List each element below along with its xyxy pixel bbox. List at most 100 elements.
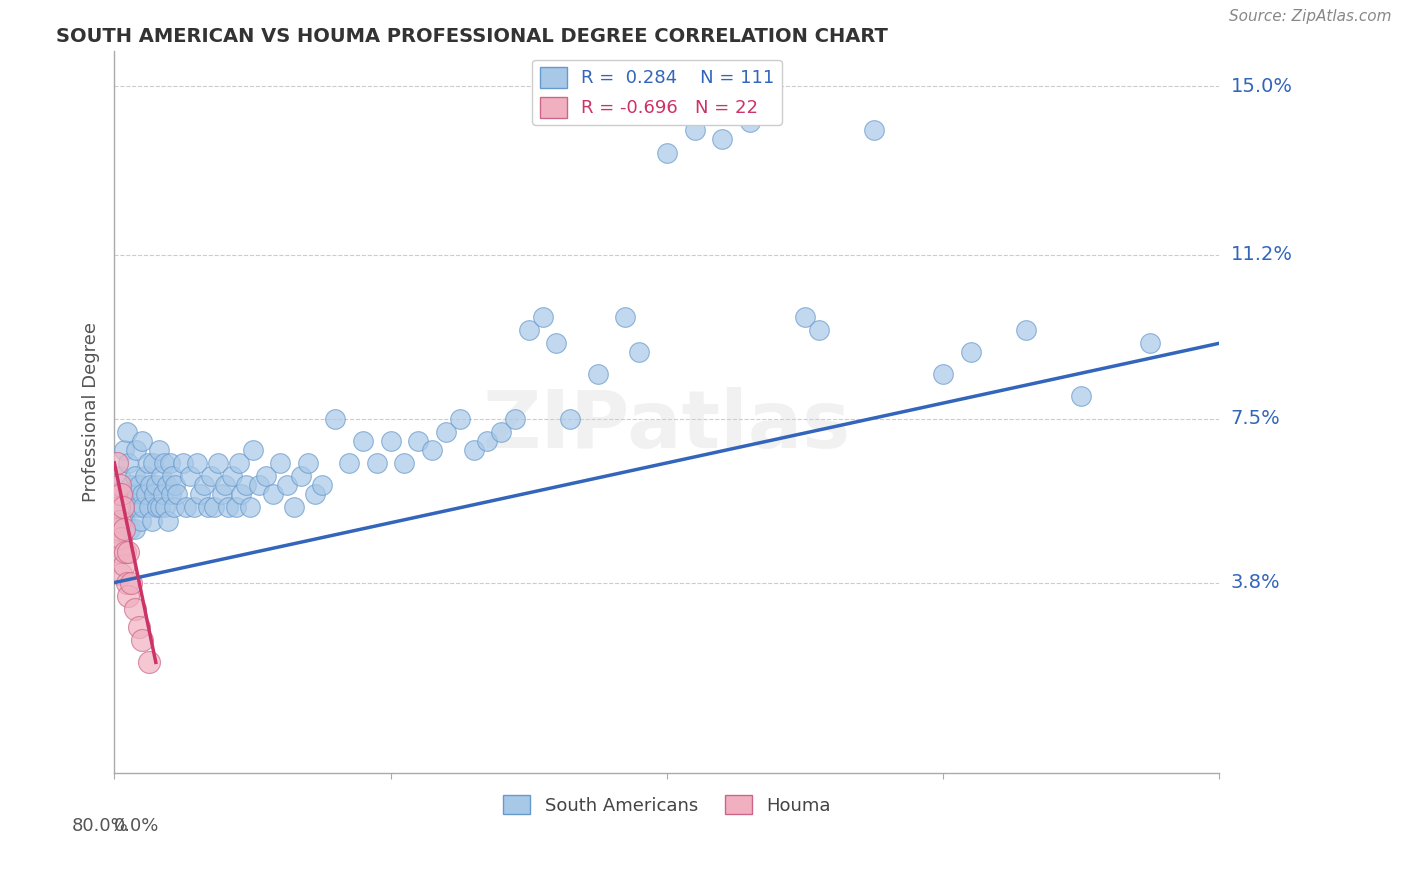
Point [463, 442, 485, 457]
Point [863, 123, 886, 137]
Text: 3.8%: 3.8% [1230, 573, 1281, 592]
Point [311, 478, 333, 492]
Point [108, 514, 131, 528]
Point [110, 531, 132, 545]
Point [628, 345, 651, 359]
Point [114, 544, 136, 558]
Point [128, 620, 150, 634]
Point [352, 434, 374, 448]
Point [188, 487, 211, 501]
Point [202, 500, 225, 515]
Point [152, 487, 174, 501]
Point [297, 456, 319, 470]
Point [153, 456, 176, 470]
Point [235, 478, 257, 492]
Point [477, 434, 499, 448]
Point [517, 323, 540, 337]
Point [166, 487, 188, 501]
Point [239, 500, 262, 515]
Point [434, 425, 457, 439]
Point [115, 425, 138, 439]
Point [139, 478, 162, 492]
Point [148, 442, 170, 457]
Text: 11.2%: 11.2% [1230, 245, 1292, 264]
Point [111, 522, 134, 536]
Point [174, 500, 197, 515]
Point [115, 575, 138, 590]
Point [380, 434, 402, 448]
Point [131, 434, 153, 448]
Point [146, 500, 169, 515]
Point [143, 487, 166, 501]
Point [225, 500, 247, 515]
Point [149, 500, 172, 515]
Point [155, 500, 177, 515]
Point [1070, 389, 1092, 403]
Point [112, 522, 135, 536]
Point [118, 522, 141, 536]
Point [112, 442, 135, 457]
Legend: South Americans, Houma: South Americans, Houma [496, 789, 838, 822]
Text: 15.0%: 15.0% [1230, 77, 1292, 95]
Point [159, 456, 181, 470]
Point [197, 500, 219, 515]
Point [129, 514, 152, 528]
Point [1139, 336, 1161, 351]
Point [254, 469, 277, 483]
Point [141, 514, 163, 528]
Text: 80.0%: 80.0% [72, 816, 128, 835]
Y-axis label: Professional Degree: Professional Degree [83, 322, 100, 502]
Point [221, 469, 243, 483]
Point [163, 500, 186, 515]
Point [283, 500, 305, 515]
Point [614, 310, 637, 324]
Point [546, 336, 568, 351]
Point [193, 478, 215, 492]
Point [108, 469, 131, 483]
Point [160, 487, 183, 501]
Point [162, 469, 184, 483]
Text: 0.0%: 0.0% [114, 816, 160, 835]
Point [145, 478, 167, 492]
Point [207, 456, 229, 470]
Point [132, 500, 155, 515]
Point [489, 425, 512, 439]
Point [1015, 323, 1038, 337]
Point [738, 114, 761, 128]
Point [449, 411, 471, 425]
Point [142, 456, 165, 470]
Point [406, 434, 429, 448]
Point [124, 522, 146, 536]
Point [262, 487, 284, 501]
Point [214, 478, 236, 492]
Point [276, 478, 298, 492]
Point [121, 500, 143, 515]
Point [110, 500, 132, 515]
Point [157, 514, 180, 528]
Text: SOUTH AMERICAN VS HOUMA PROFESSIONAL DEGREE CORRELATION CHART: SOUTH AMERICAN VS HOUMA PROFESSIONAL DEG… [56, 27, 889, 45]
Point [131, 633, 153, 648]
Point [134, 469, 156, 483]
Point [794, 310, 817, 324]
Point [304, 487, 326, 501]
Point [932, 368, 955, 382]
Text: Source: ZipAtlas.com: Source: ZipAtlas.com [1229, 9, 1392, 24]
Point [150, 469, 173, 483]
Point [104, 487, 127, 501]
Point [228, 456, 250, 470]
Point [107, 500, 129, 515]
Point [959, 345, 981, 359]
Point [290, 469, 312, 483]
Point [165, 478, 187, 492]
Text: ZIPatlas: ZIPatlas [482, 387, 851, 466]
Point [110, 566, 132, 581]
Point [531, 310, 554, 324]
Point [136, 456, 159, 470]
Point [105, 522, 128, 536]
Point [117, 589, 139, 603]
Point [128, 478, 150, 492]
Point [110, 487, 132, 501]
Point [420, 442, 443, 457]
Point [269, 456, 291, 470]
Point [117, 456, 139, 470]
